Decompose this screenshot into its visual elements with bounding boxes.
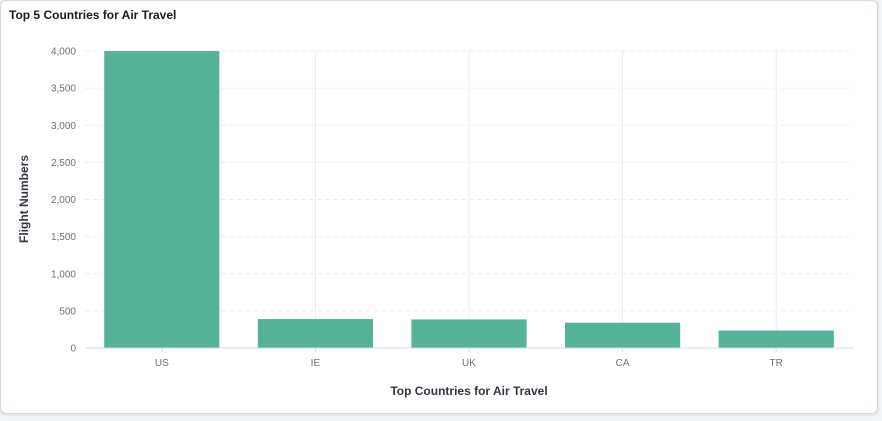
y-tick-label: 0 xyxy=(70,344,76,355)
panel-title: Top 5 Countries for Air Travel xyxy=(9,8,177,22)
bar-us xyxy=(104,51,220,348)
bar-ie xyxy=(257,319,373,348)
y-tick-label: 3,500 xyxy=(51,84,76,95)
bar-tr xyxy=(718,330,834,348)
x-axis: US IE UK CA TR xyxy=(85,347,853,369)
x-axis-title: Top Countries for Air Travel xyxy=(390,384,547,398)
y-tick-label: 1,000 xyxy=(51,269,76,280)
x-tick-label: CA xyxy=(616,358,630,369)
bar-ca xyxy=(565,322,681,348)
y-tick-label: 3,000 xyxy=(51,121,76,132)
bar-uk xyxy=(411,319,527,348)
y-tick-label: 2,000 xyxy=(51,195,76,206)
y-axis: 0 500 1,000 1,500 2,000 2,500 3,000 3,500 4,000 xyxy=(51,47,76,355)
y-tick-label: 4,000 xyxy=(51,47,76,58)
x-tick-label: TR xyxy=(770,358,783,369)
y-tick-label: 500 xyxy=(59,306,76,317)
y-tick-label: 1,500 xyxy=(51,232,76,243)
x-tick-label: UK xyxy=(462,358,476,369)
x-tick-label: US xyxy=(155,358,169,369)
bars xyxy=(104,51,834,348)
y-tick-label: 2,500 xyxy=(51,158,76,169)
y-axis-title: Flight Numbers xyxy=(17,155,31,243)
x-tick-label: IE xyxy=(311,358,321,369)
